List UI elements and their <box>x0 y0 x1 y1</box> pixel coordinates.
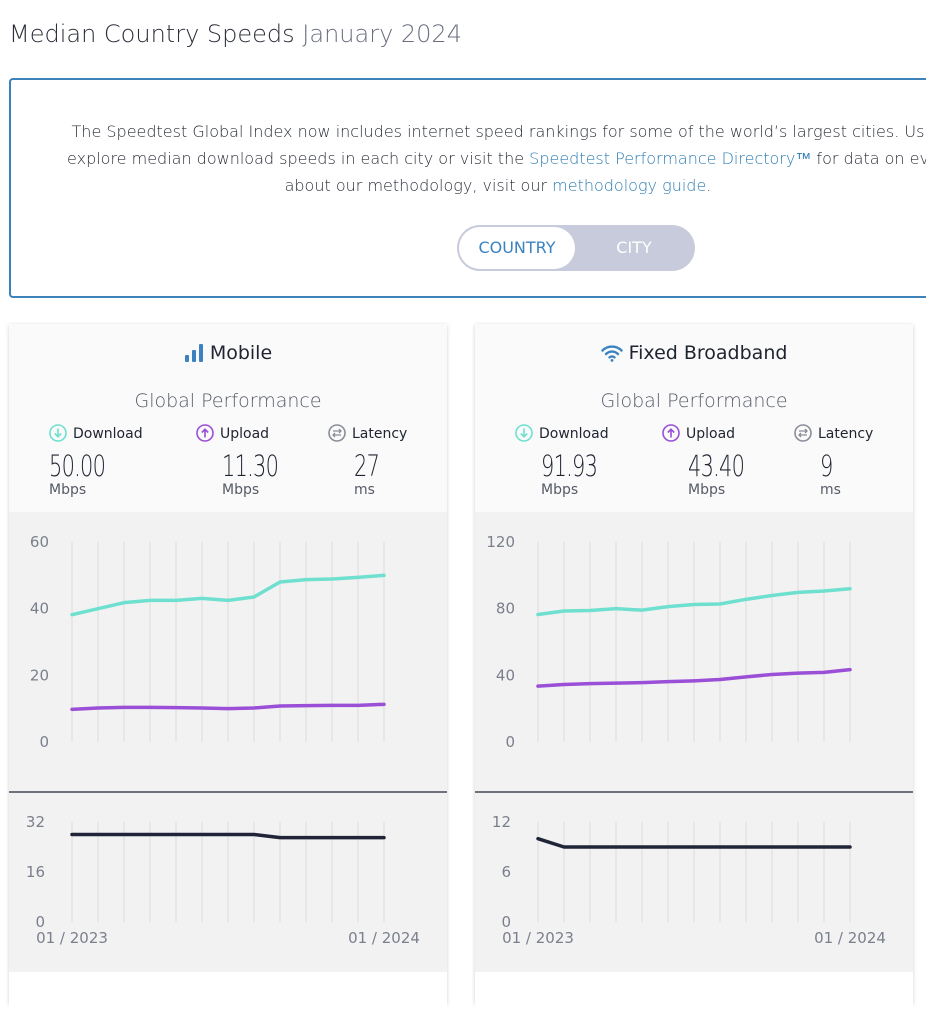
fixed-upload-label: Upload <box>686 426 736 442</box>
intro-line-2: explore median download speeds in each c… <box>11 145 926 172</box>
mobile-xlabel-start: 01 / 2023 <box>36 929 108 947</box>
fixed-download-metric: Download 91.93 Mbps <box>515 424 625 498</box>
fixed-latency-line <box>536 836 852 849</box>
mobile-download-label: Download <box>73 426 143 442</box>
mobile-chart: 0 20 40 60 0 16 32 01 / 2023 01 / 2024 <box>9 533 447 947</box>
methodology-guide-link[interactable]: methodology guide <box>552 176 707 195</box>
fixed-latency-ytick: 0 <box>501 913 511 931</box>
mobile-latency-value: 27 <box>354 449 380 483</box>
mobile-latency-ytick: 32 <box>26 813 45 831</box>
fixed-download-value: 91.93 <box>541 449 598 483</box>
mobile-panel-footer <box>9 972 447 1012</box>
mobile-speed-ytick: 60 <box>30 533 49 551</box>
mobile-speed-ytick: 40 <box>30 600 49 618</box>
page-title: Median Country Speeds January 2024 <box>9 20 462 48</box>
fixed-latency-value: 9 <box>820 449 833 483</box>
mobile-latency-label: Latency <box>352 426 408 442</box>
fixed-speed-ytick: 120 <box>486 533 515 551</box>
country-city-toggle[interactable]: COUNTRY CITY <box>457 225 695 271</box>
upload-icon <box>662 424 680 442</box>
fixed-latency-label: Latency <box>818 426 874 442</box>
toggle-city[interactable]: CITY <box>616 238 652 257</box>
mobile-latency-ytick: 16 <box>26 863 45 881</box>
fixed-speed-ytick: 0 <box>505 733 515 751</box>
mobile-upload-line <box>70 702 386 712</box>
latency-icon <box>328 424 346 442</box>
mobile-latency-ytick: 0 <box>35 913 45 931</box>
mobile-download-value: 50.00 <box>49 449 106 483</box>
fixed-panel-header: Fixed Broadband Global Performance Downl… <box>475 324 913 512</box>
intro-line-3: about our methodology, visit our methodo… <box>11 172 926 199</box>
latency-icon <box>794 424 812 442</box>
intro-line-3-a: about our methodology, visit our <box>284 176 553 195</box>
intro-text: The Speedtest Global Index now includes … <box>11 118 926 199</box>
fixed-speed-ytick: 80 <box>496 600 515 618</box>
mobile-panel-header: Mobile Global Performance Download 50.00… <box>9 324 447 512</box>
mobile-latency-unit: ms <box>354 482 375 498</box>
page-title-month: January 2024 <box>302 20 462 48</box>
fixed-download-unit: Mbps <box>541 482 579 498</box>
fixed-upload-unit: Mbps <box>688 482 726 498</box>
mobile-upload-unit: Mbps <box>222 482 260 498</box>
mobile-title: Mobile <box>9 342 447 364</box>
toggle-country[interactable]: COUNTRY <box>459 227 575 269</box>
mobile-title-text: Mobile <box>209 342 273 364</box>
fixed-subtitle: Global Performance <box>600 390 788 412</box>
fixed-speed-ytick: 40 <box>496 666 515 684</box>
fixed-panel-footer <box>475 972 913 1012</box>
mobile-speed-ytick: 0 <box>39 733 49 751</box>
fixed-upload-metric: Upload 43.40 Mbps <box>662 424 772 498</box>
fixed-latency-unit: ms <box>820 482 841 498</box>
fixed-latency-ytick: 6 <box>501 863 511 881</box>
download-icon <box>515 424 533 442</box>
upload-icon <box>196 424 214 442</box>
mobile-upload-label: Upload <box>220 426 270 442</box>
fixed-upload-line <box>536 667 852 688</box>
fixed-title: Fixed Broadband <box>475 342 913 364</box>
mobile-latency-line <box>70 832 386 840</box>
fixed-latency-metric: Latency 9 ms <box>794 424 904 498</box>
fixed-upload-value: 43.40 <box>688 449 745 483</box>
mobile-download-line <box>70 573 386 617</box>
wifi-icon <box>600 345 623 362</box>
fixed-xlabel-end: 01 / 2024 <box>814 929 886 947</box>
mobile-xlabel-end: 01 / 2024 <box>348 929 420 947</box>
intro-line-2-a: explore median download speeds in each c… <box>67 149 530 168</box>
fixed-chart: 0 40 80 120 0 6 12 01 / 2023 01 / 2024 <box>475 533 913 947</box>
mobile-latency-metric: Latency 27 ms <box>328 424 438 498</box>
fixed-download-label: Download <box>539 426 609 442</box>
mobile-download-metric: Download 50.00 Mbps <box>49 424 159 498</box>
performance-directory-link[interactable]: Speedtest Performance Directory™ <box>529 149 812 168</box>
mobile-speed-ytick: 20 <box>30 666 49 684</box>
page-title-text: Median Country Speeds <box>9 20 295 48</box>
intro-box: The Speedtest Global Index now includes … <box>9 78 926 298</box>
intro-line-1: The Speedtest Global Index now includes … <box>71 122 925 141</box>
download-icon <box>49 424 67 442</box>
signal-bars-icon <box>184 344 203 362</box>
intro-line-3-b: . <box>706 176 712 195</box>
mobile-download-unit: Mbps <box>49 482 87 498</box>
fixed-title-text: Fixed Broadband <box>628 342 788 364</box>
mobile-upload-value: 11.30 <box>222 449 279 483</box>
mobile-upload-metric: Upload 11.30 Mbps <box>196 424 306 498</box>
fixed-xlabel-start: 01 / 2023 <box>502 929 574 947</box>
mobile-panel: Mobile Global Performance Download 50.00… <box>9 324 447 1012</box>
mobile-subtitle: Global Performance <box>134 390 322 412</box>
fixed-download-line <box>536 587 852 617</box>
fixed-panel: Fixed Broadband Global Performance Downl… <box>475 324 913 1012</box>
intro-line-2-b: for data on ev <box>811 149 926 168</box>
fixed-latency-ytick: 12 <box>492 813 511 831</box>
